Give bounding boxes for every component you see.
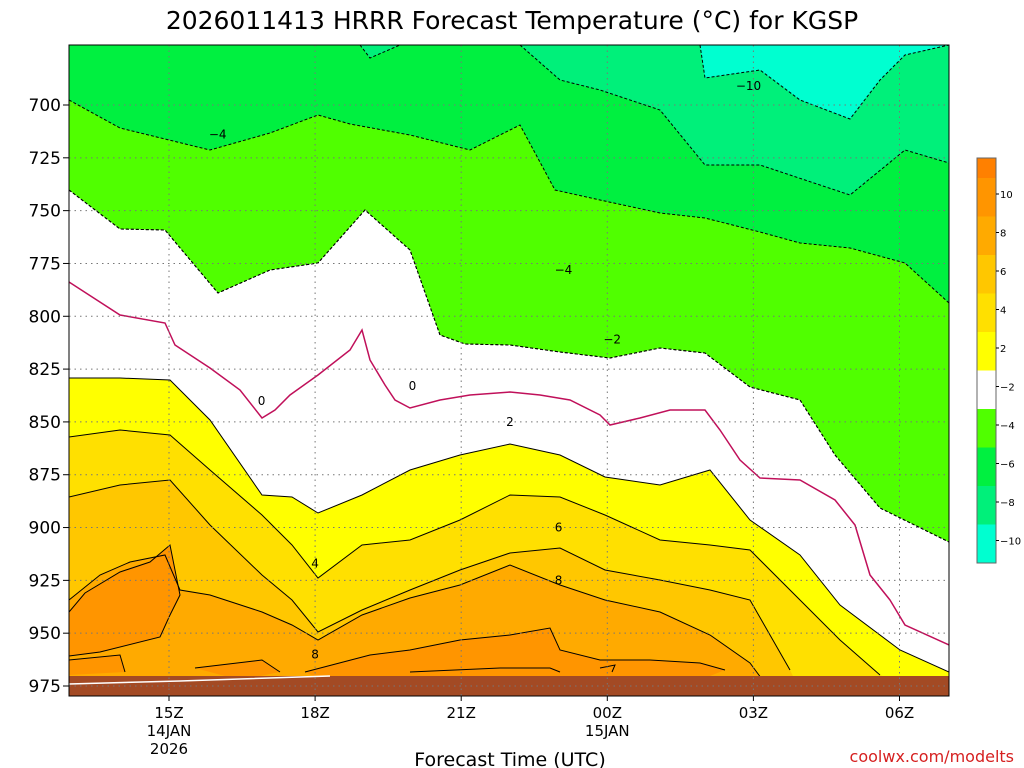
colorbar-label: −8: [1000, 498, 1015, 509]
contour-label: 4: [311, 556, 319, 570]
colorbar-swatch: [977, 255, 996, 294]
y-tick-label: 750: [29, 202, 61, 222]
colorbar-label: 10: [1000, 190, 1013, 201]
colorbar-swatch: [977, 370, 996, 409]
x-tick-label: 03Z: [739, 704, 768, 722]
contour-2-line: [69, 377, 949, 673]
contour-label: 6: [555, 521, 563, 535]
x-tick-label: 00Z: [593, 704, 622, 722]
contour-label: −10: [736, 79, 761, 93]
contour-0-line: [69, 281, 949, 646]
x-tick-label: 21Z: [447, 704, 476, 722]
x-axis-title: Forecast Time (UTC): [414, 749, 605, 768]
y-tick-label: 775: [29, 254, 61, 274]
y-tick-label: 725: [29, 149, 61, 169]
y-tick-label: 975: [29, 677, 61, 697]
x-date-label: 15JAN: [585, 722, 630, 740]
colorbar-swatch: [977, 178, 996, 217]
x-year-label: 2026: [150, 740, 188, 758]
y-tick-label: 875: [29, 466, 61, 486]
contour-m6-line: [69, 99, 949, 304]
contour-label: 0: [409, 379, 417, 393]
colorbar-swatch: [977, 524, 996, 563]
contour-m8-line: [359, 45, 949, 196]
colorbar-swatch: [977, 486, 996, 525]
y-tick-label: 825: [29, 360, 61, 380]
contour-label: −4: [209, 128, 227, 142]
colorbar: 10 8 6 4 2 −2 −4 −6 −8 −10: [976, 157, 1021, 564]
y-tick-label: 850: [29, 413, 61, 433]
y-tick-label: 900: [29, 519, 61, 539]
x-tick-label: 15Z: [154, 704, 183, 722]
contour-label-layer: −4 −10 −4 −2 0 0 2 6 4 8 8: [209, 79, 761, 661]
colorbar-label: 2: [1000, 344, 1006, 355]
contour-6-line: [69, 479, 791, 671]
contour-8-line: [69, 554, 771, 691]
colorbar-swatch: [977, 158, 996, 178]
ground-edge: [68, 675, 331, 685]
contour-10-low-line: [69, 627, 726, 673]
plot-frame: [68, 44, 950, 697]
colorbar-label: 4: [1000, 306, 1006, 317]
colorbar-frame: [976, 157, 997, 564]
y-axis: 700 725 750 775 800 825 850 875 900 925 950 975: [29, 96, 69, 697]
credit-link[interactable]: coolwx.com/modelts: [850, 747, 1014, 766]
contour-10-line: [69, 544, 181, 657]
fill-band-10: [69, 545, 180, 696]
contour-label: 2: [506, 415, 514, 429]
contour-label: −2: [603, 333, 621, 347]
x-tick-label: 18Z: [300, 704, 329, 722]
x-tick-label: 06Z: [885, 704, 914, 722]
contour-label: 8: [555, 573, 563, 587]
colorbar-label: −6: [1000, 460, 1015, 471]
y-tick-label: 700: [29, 96, 61, 116]
colorbar-swatch: [977, 216, 996, 255]
contour-lines: [69, 45, 949, 691]
chart-title: 2026011413 HRRR Forecast Temperature (°C…: [166, 6, 858, 35]
contour-label: 8: [311, 647, 319, 661]
y-tick-label: 800: [29, 307, 61, 327]
colorbar-label: 6: [1000, 267, 1006, 278]
colorbar-swatch: [977, 447, 996, 486]
colorbar-swatch: [977, 332, 996, 371]
colorbar-swatch: [977, 293, 996, 332]
contour-m10-line: [699, 45, 949, 120]
y-tick-label: 950: [29, 624, 61, 644]
x-date-label: 14JAN: [147, 722, 192, 740]
colorbar-label: 8: [1000, 229, 1006, 240]
contour-label: −4: [555, 263, 573, 277]
grid: [69, 45, 949, 696]
colorbar-label: −2: [1000, 383, 1015, 394]
colorbar-label: −10: [1000, 537, 1021, 548]
contour-field: [69, 45, 949, 696]
contour-m2-line: [69, 189, 949, 543]
contour-label: 0: [258, 394, 266, 408]
contour-4-line: [69, 429, 881, 676]
y-tick-label: 925: [29, 571, 61, 591]
fill-band-10-low: [69, 628, 725, 684]
colorbar-swatch: [977, 409, 996, 448]
colorbar-label: −4: [1000, 421, 1015, 432]
